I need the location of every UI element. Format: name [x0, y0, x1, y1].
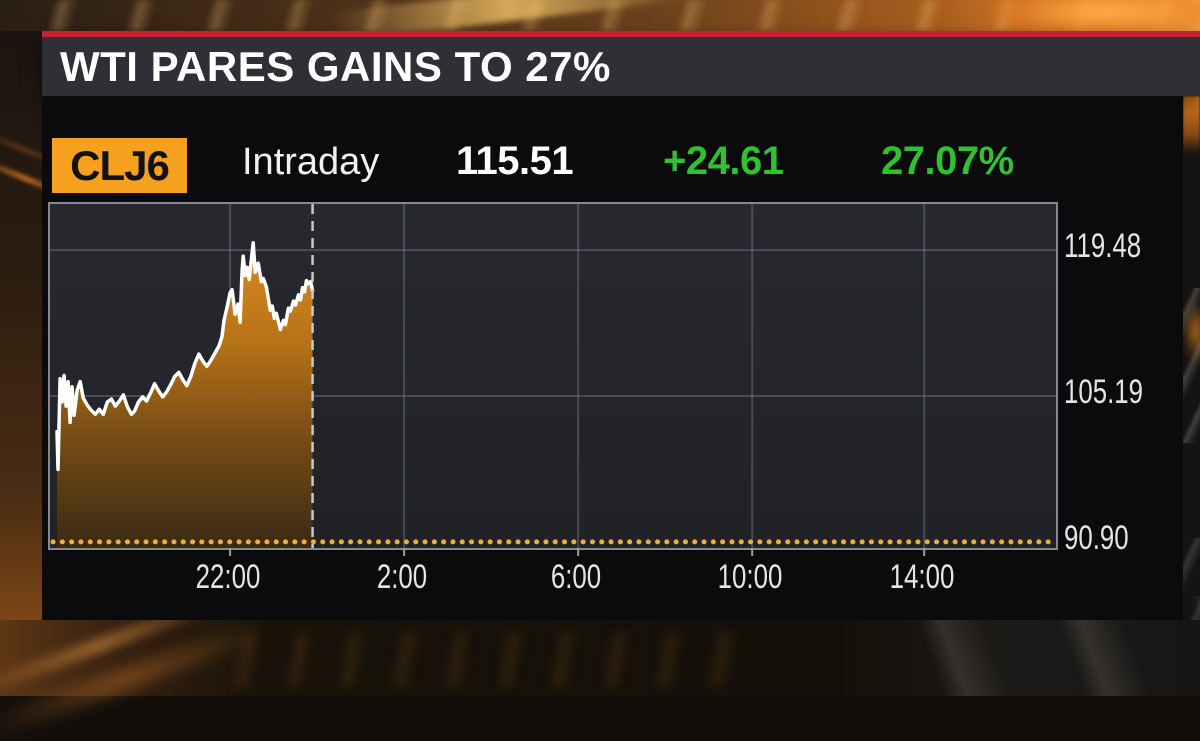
banner-body: WTI PARES GAINS TO 27%: [42, 37, 1200, 96]
chart-panel: CLJ6 Intraday 115.51 +24.61 27.07% 119.4…: [42, 96, 1183, 620]
orange-glow-right: [1185, 300, 1200, 362]
studio-backdrop-left: [0, 31, 44, 696]
x-axis-label: 14:00: [889, 558, 955, 596]
orange-glow-top-right: [990, 0, 1200, 36]
y-axis-label: 119.48: [1064, 227, 1142, 266]
intraday-chart: [50, 204, 1056, 556]
ticker-symbol: CLJ6: [70, 141, 170, 189]
ticker-badge: CLJ6: [52, 138, 187, 193]
x-axis-label: 22:00: [195, 558, 261, 596]
headline-text: WTI PARES GAINS TO 27%: [60, 42, 611, 90]
last-price: 115.51: [456, 139, 574, 183]
chart-type-label: Intraday: [242, 141, 380, 183]
x-axis-label: 2:00: [376, 558, 428, 596]
banner-red-strip: [42, 31, 1200, 37]
blurred-ticker-board: [210, 632, 750, 687]
studio-backdrop-right: [1183, 96, 1200, 696]
x-axis-label: 10:00: [717, 558, 783, 596]
plot-area: [48, 202, 1058, 556]
y-axis-label: 90.90: [1064, 518, 1129, 557]
area-fill: [57, 242, 313, 549]
price-change: +24.61: [663, 139, 784, 183]
x-axis-label: 6:00: [550, 558, 602, 596]
price-line: [55, 241, 315, 472]
y-axis-label: 105.19: [1064, 373, 1144, 411]
percent-change: 27.07%: [881, 139, 1014, 183]
orange-wedge-right: [1183, 96, 1200, 154]
headline-banner: WTI PARES GAINS TO 27%: [42, 31, 1200, 96]
